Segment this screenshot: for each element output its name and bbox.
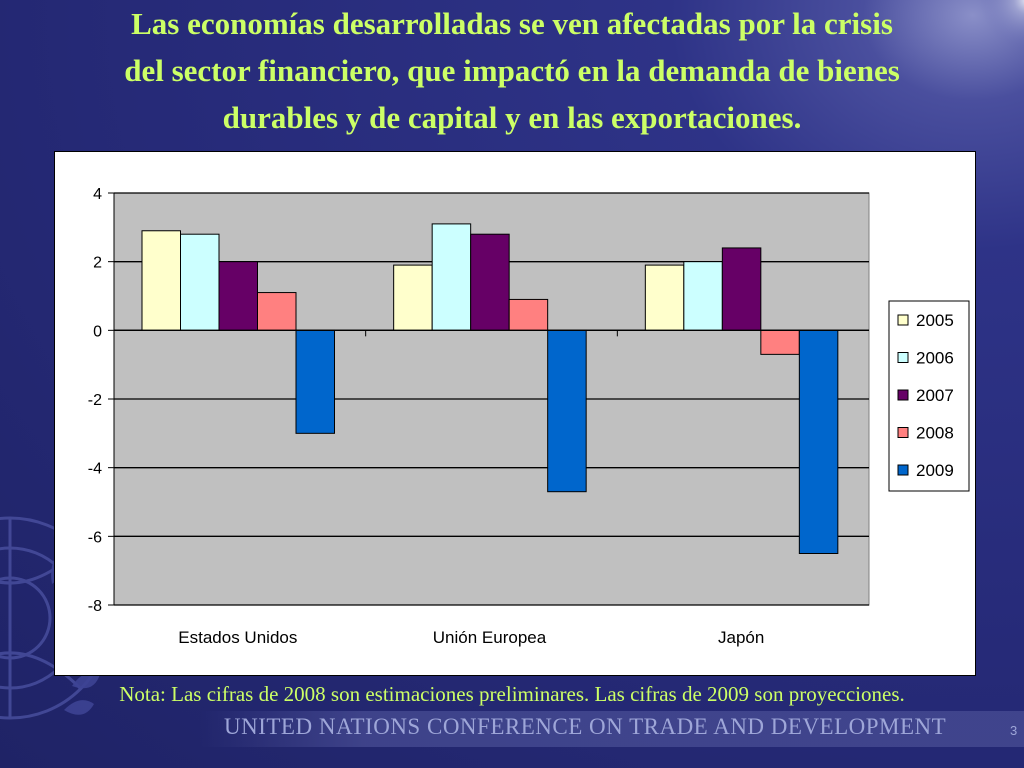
title-line-2: del sector financiero, que impactó en la… xyxy=(124,53,900,88)
bar-2008-Estados Unidos xyxy=(257,292,297,331)
bar-chart: 4 2 0 -2 -4 -6 -8 Estados Unidos Unión Europea J… xyxy=(88,186,970,647)
bar-2005-Japón xyxy=(644,264,685,331)
bar-2009-Unión Europea xyxy=(547,329,587,493)
bar-2006-Estados Unidos xyxy=(180,233,220,331)
page-number: 3 xyxy=(1010,723,1018,738)
bar-2005-Estados Unidos xyxy=(141,230,181,331)
legend-swatch-2006 xyxy=(897,352,909,363)
footer-band xyxy=(200,711,1024,747)
y-tick-label: -4 xyxy=(88,461,102,478)
chart-note: Nota: Las cifras de 2008 son estimacione… xyxy=(119,682,905,706)
y-tick-label: 4 xyxy=(93,186,102,203)
legend-swatch-2007 xyxy=(897,389,909,401)
x-tick-label: Unión Europea xyxy=(433,628,547,647)
y-tick-label: -8 xyxy=(88,598,102,615)
legend-label-2007: 2007 xyxy=(916,386,954,405)
slide-title: Las economías desarrolladas se ven afect… xyxy=(0,0,1024,141)
bar-2008-Japón xyxy=(760,329,800,355)
y-tick-label: 0 xyxy=(93,323,102,340)
bar-2006-Unión Europea xyxy=(431,223,472,331)
title-line-1: Las economías desarrolladas se ven afect… xyxy=(131,6,893,41)
title-line-3: durables y de capital y en las exportaci… xyxy=(222,100,802,135)
chart-container: 4 2 0 -2 -4 -6 -8 Estados Unidos Unión Europea J… xyxy=(54,151,976,676)
bar-2006-Japón xyxy=(683,261,723,331)
legend-label-2009: 2009 xyxy=(916,461,954,480)
chart-legend: 2005 2006 2007 2008 2009 xyxy=(888,300,970,492)
legend-label-2008: 2008 xyxy=(916,424,954,443)
x-tick-label: Estados Unidos xyxy=(178,628,297,647)
legend-label-2005: 2005 xyxy=(916,311,954,330)
y-tick-label: 2 xyxy=(93,255,102,272)
bar-2005-Unión Europea xyxy=(393,264,433,331)
bar-2008-Unión Europea xyxy=(508,298,549,331)
bar-2007-Unión Europea xyxy=(470,233,510,331)
legend-swatch-2009 xyxy=(897,464,909,476)
bar-2007-Japón xyxy=(721,247,762,331)
legend-swatch-2005 xyxy=(897,314,909,326)
organization-name: United Nations Conference on Trade and D… xyxy=(224,714,947,739)
bar-2009-Japón xyxy=(798,329,839,554)
corner-light-decoration xyxy=(968,0,1024,56)
x-tick-label: Japón xyxy=(718,628,764,647)
bar-2009-Estados Unidos xyxy=(295,329,335,434)
legend-swatch-2008 xyxy=(897,427,909,438)
y-tick-label: -6 xyxy=(88,529,102,546)
bar-2007-Estados Unidos xyxy=(218,261,258,331)
legend-label-2006: 2006 xyxy=(916,349,954,368)
y-tick-label: -2 xyxy=(88,392,102,409)
